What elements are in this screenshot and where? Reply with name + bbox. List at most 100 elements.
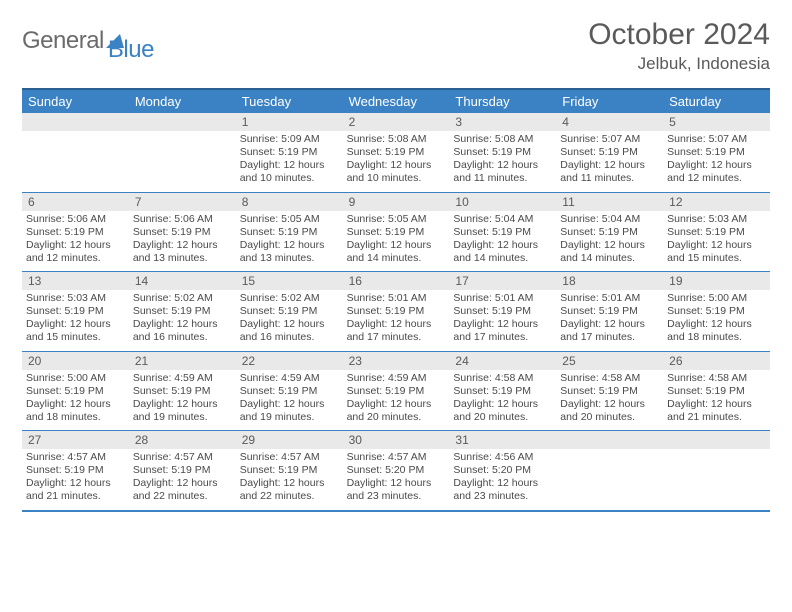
sunset-line: Sunset: 5:19 PM — [240, 226, 339, 239]
day-cell: 22Sunrise: 4:59 AMSunset: 5:19 PMDayligh… — [236, 352, 343, 431]
sunset-line: Sunset: 5:19 PM — [133, 464, 232, 477]
day-content: Sunrise: 5:07 AMSunset: 5:19 PMDaylight:… — [663, 131, 770, 192]
daylight-line: Daylight: 12 hours and 10 minutes. — [240, 159, 339, 185]
sunset-line: Sunset: 5:19 PM — [240, 305, 339, 318]
day-cell: 13Sunrise: 5:03 AMSunset: 5:19 PMDayligh… — [22, 272, 129, 351]
daylight-line: Daylight: 12 hours and 13 minutes. — [240, 239, 339, 265]
day-cell: 14Sunrise: 5:02 AMSunset: 5:19 PMDayligh… — [129, 272, 236, 351]
day-number: 16 — [343, 272, 450, 290]
day-content: Sunrise: 5:09 AMSunset: 5:19 PMDaylight:… — [236, 131, 343, 192]
sunset-line: Sunset: 5:19 PM — [667, 305, 766, 318]
daylight-line: Daylight: 12 hours and 11 minutes. — [560, 159, 659, 185]
day-cell: 8Sunrise: 5:05 AMSunset: 5:19 PMDaylight… — [236, 193, 343, 272]
daylight-line: Daylight: 12 hours and 10 minutes. — [347, 159, 446, 185]
day-content — [129, 131, 236, 139]
day-content: Sunrise: 5:04 AMSunset: 5:19 PMDaylight:… — [449, 211, 556, 272]
day-cell: 27Sunrise: 4:57 AMSunset: 5:19 PMDayligh… — [22, 431, 129, 510]
sunset-line: Sunset: 5:19 PM — [560, 385, 659, 398]
day-content: Sunrise: 4:58 AMSunset: 5:19 PMDaylight:… — [663, 370, 770, 431]
day-number: 19 — [663, 272, 770, 290]
sunrise-line: Sunrise: 4:58 AM — [667, 372, 766, 385]
sunrise-line: Sunrise: 5:03 AM — [26, 292, 125, 305]
title-block: October 2024 Jelbuk, Indonesia — [588, 18, 770, 74]
day-number: 17 — [449, 272, 556, 290]
sunrise-line: Sunrise: 5:08 AM — [453, 133, 552, 146]
day-cell — [556, 431, 663, 510]
day-number: 29 — [236, 431, 343, 449]
day-content: Sunrise: 5:01 AMSunset: 5:19 PMDaylight:… — [556, 290, 663, 351]
day-content: Sunrise: 4:59 AMSunset: 5:19 PMDaylight:… — [236, 370, 343, 431]
sunrise-line: Sunrise: 4:57 AM — [133, 451, 232, 464]
sunrise-line: Sunrise: 5:04 AM — [453, 213, 552, 226]
sunset-line: Sunset: 5:19 PM — [240, 146, 339, 159]
day-cell: 30Sunrise: 4:57 AMSunset: 5:20 PMDayligh… — [343, 431, 450, 510]
sunset-line: Sunset: 5:19 PM — [453, 385, 552, 398]
sunrise-line: Sunrise: 5:02 AM — [133, 292, 232, 305]
day-cell — [22, 113, 129, 192]
day-content: Sunrise: 5:07 AMSunset: 5:19 PMDaylight:… — [556, 131, 663, 192]
sunrise-line: Sunrise: 5:07 AM — [667, 133, 766, 146]
daylight-line: Daylight: 12 hours and 21 minutes. — [667, 398, 766, 424]
day-content: Sunrise: 4:57 AMSunset: 5:19 PMDaylight:… — [129, 449, 236, 510]
sunrise-line: Sunrise: 5:07 AM — [560, 133, 659, 146]
day-content — [556, 449, 663, 457]
day-content: Sunrise: 5:00 AMSunset: 5:19 PMDaylight:… — [22, 370, 129, 431]
sunrise-line: Sunrise: 5:05 AM — [347, 213, 446, 226]
day-cell: 20Sunrise: 5:00 AMSunset: 5:19 PMDayligh… — [22, 352, 129, 431]
sunset-line: Sunset: 5:19 PM — [240, 464, 339, 477]
daylight-line: Daylight: 12 hours and 20 minutes. — [453, 398, 552, 424]
sunset-line: Sunset: 5:20 PM — [453, 464, 552, 477]
daylight-line: Daylight: 12 hours and 12 minutes. — [667, 159, 766, 185]
day-content: Sunrise: 5:08 AMSunset: 5:19 PMDaylight:… — [449, 131, 556, 192]
sunrise-line: Sunrise: 5:03 AM — [667, 213, 766, 226]
location: Jelbuk, Indonesia — [588, 54, 770, 74]
daylight-line: Daylight: 12 hours and 15 minutes. — [667, 239, 766, 265]
sunset-line: Sunset: 5:19 PM — [347, 146, 446, 159]
day-cell: 6Sunrise: 5:06 AMSunset: 5:19 PMDaylight… — [22, 193, 129, 272]
day-number: 6 — [22, 193, 129, 211]
sunrise-line: Sunrise: 4:57 AM — [240, 451, 339, 464]
day-number: 23 — [343, 352, 450, 370]
daylight-line: Daylight: 12 hours and 17 minutes. — [347, 318, 446, 344]
weekday-saturday: Saturday — [663, 90, 770, 113]
day-content: Sunrise: 5:06 AMSunset: 5:19 PMDaylight:… — [22, 211, 129, 272]
sunrise-line: Sunrise: 5:00 AM — [667, 292, 766, 305]
daylight-line: Daylight: 12 hours and 13 minutes. — [133, 239, 232, 265]
header: General Blue October 2024 Jelbuk, Indone… — [22, 18, 770, 74]
day-content: Sunrise: 5:08 AMSunset: 5:19 PMDaylight:… — [343, 131, 450, 192]
calendar: SundayMondayTuesdayWednesdayThursdayFrid… — [22, 88, 770, 512]
day-cell: 17Sunrise: 5:01 AMSunset: 5:19 PMDayligh… — [449, 272, 556, 351]
weekday-thursday: Thursday — [449, 90, 556, 113]
sunrise-line: Sunrise: 4:59 AM — [347, 372, 446, 385]
sunset-line: Sunset: 5:19 PM — [133, 305, 232, 318]
day-number: 22 — [236, 352, 343, 370]
day-number: 18 — [556, 272, 663, 290]
daylight-line: Daylight: 12 hours and 20 minutes. — [347, 398, 446, 424]
brand-logo: General Blue — [22, 18, 154, 64]
weekday-monday: Monday — [129, 90, 236, 113]
sunset-line: Sunset: 5:19 PM — [26, 464, 125, 477]
day-number: 20 — [22, 352, 129, 370]
day-number: 30 — [343, 431, 450, 449]
daylight-line: Daylight: 12 hours and 22 minutes. — [133, 477, 232, 503]
day-content: Sunrise: 4:59 AMSunset: 5:19 PMDaylight:… — [343, 370, 450, 431]
day-number: 10 — [449, 193, 556, 211]
sunset-line: Sunset: 5:19 PM — [560, 305, 659, 318]
sunrise-line: Sunrise: 5:05 AM — [240, 213, 339, 226]
weekday-wednesday: Wednesday — [343, 90, 450, 113]
day-cell: 28Sunrise: 4:57 AMSunset: 5:19 PMDayligh… — [129, 431, 236, 510]
sunset-line: Sunset: 5:19 PM — [667, 146, 766, 159]
day-content: Sunrise: 5:05 AMSunset: 5:19 PMDaylight:… — [343, 211, 450, 272]
day-content: Sunrise: 5:01 AMSunset: 5:19 PMDaylight:… — [343, 290, 450, 351]
daylight-line: Daylight: 12 hours and 11 minutes. — [453, 159, 552, 185]
sunset-line: Sunset: 5:19 PM — [133, 385, 232, 398]
day-number: 28 — [129, 431, 236, 449]
day-cell: 23Sunrise: 4:59 AMSunset: 5:19 PMDayligh… — [343, 352, 450, 431]
sunrise-line: Sunrise: 4:56 AM — [453, 451, 552, 464]
day-content: Sunrise: 5:02 AMSunset: 5:19 PMDaylight:… — [129, 290, 236, 351]
sunset-line: Sunset: 5:19 PM — [347, 305, 446, 318]
sunset-line: Sunset: 5:20 PM — [347, 464, 446, 477]
sunset-line: Sunset: 5:19 PM — [453, 226, 552, 239]
sunset-line: Sunset: 5:19 PM — [347, 226, 446, 239]
day-content: Sunrise: 5:04 AMSunset: 5:19 PMDaylight:… — [556, 211, 663, 272]
